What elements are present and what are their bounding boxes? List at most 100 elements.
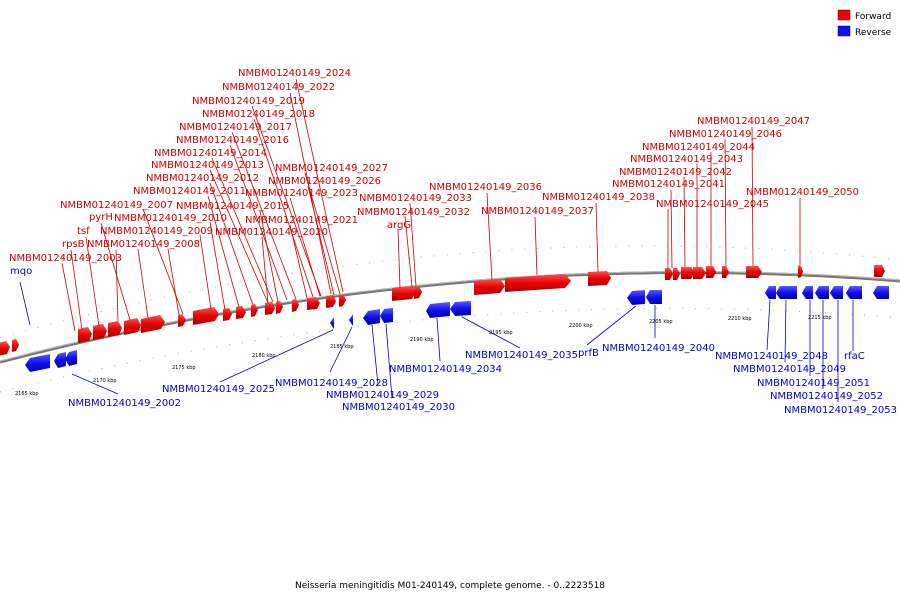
genome-backbone-highlight [0, 271, 900, 362]
tick-label: 2170 kbp [93, 378, 117, 384]
gene-label-nmbm01240149-2030: NMBM01240149_2030 [342, 402, 455, 413]
gene-label-nmbm01240149-2020: NMBM01240149_2020 [215, 227, 328, 238]
reverse-gene [873, 286, 889, 299]
reverse-gene [450, 301, 471, 316]
tick-label: 2190 kbp [410, 337, 434, 343]
gene-label-nmbm01240149-2007: NMBM01240149_2007 [60, 200, 173, 211]
gene-label-nmbm01240149-2009: NMBM01240149_2009 [100, 226, 213, 237]
gene-label-nmbm01240149-2036: NMBM01240149_2036 [429, 182, 542, 193]
forward-genes [0, 265, 885, 356]
gene-label-nmbm01240149-2038: NMBM01240149_2038 [542, 192, 655, 203]
gene-label-nmbm01240149-2047: NMBM01240149_2047 [697, 116, 810, 127]
gene-label-nmbm01240149-2021: NMBM01240149_2021 [245, 215, 358, 226]
gene-label-nmbm01240149-2008: NMBM01240149_2008 [87, 239, 200, 250]
reverse-gene [765, 286, 776, 299]
gene-label-prfb: prfB [578, 348, 599, 359]
gene-label-nmbm01240149-2043: NMBM01240149_2043 [630, 154, 743, 165]
forward-gene [307, 297, 320, 310]
forward-labels: NMBM01240149_2024 NMBM01240149_2022 NMBM… [9, 68, 859, 264]
gene-label-argg: argG [387, 220, 411, 231]
gene-label-nmbm01240149-2003: NMBM01240149_2003 [9, 253, 122, 264]
reverse-gene [54, 352, 66, 368]
forward-gene [108, 321, 122, 337]
legend-reverse-label: Reverse [855, 28, 892, 38]
map-caption: Neisseria meningitidis M01-240149, compl… [295, 581, 605, 591]
gene-label-nmbm01240149-2011: NMBM01240149_2011 [133, 186, 246, 197]
gene-label-nmbm01240149-2035: NMBM01240149_2035 [465, 350, 578, 361]
forward-gene [223, 308, 232, 321]
legend-reverse-swatch [837, 25, 851, 37]
reverse-labels: mqo NMBM01240149_2002 NMBM01240149_2025 … [10, 266, 897, 416]
forward-gene [12, 339, 19, 352]
reverse-gene [330, 317, 334, 329]
forward-gene [292, 299, 299, 312]
gene-label-nmbm01240149-2025: NMBM01240149_2025 [162, 384, 275, 395]
gene-label-nmbm01240149-2024: NMBM01240149_2024 [238, 68, 351, 79]
gene-label-nmbm01240149-2040: NMBM01240149_2040 [602, 343, 715, 354]
forward-gene [874, 265, 885, 277]
tick-label: 2195 kbp [489, 330, 513, 336]
forward-gene [339, 294, 346, 307]
gene-label-nmbm01240149-2026: NMBM01240149_2026 [268, 176, 381, 187]
gene-label-nmbm01240149-2041: NMBM01240149_2041 [612, 179, 725, 190]
forward-gene [746, 266, 762, 278]
forward-gene [681, 267, 695, 279]
forward-gene [722, 266, 729, 278]
reverse-gene [627, 290, 645, 305]
forward-gene [414, 286, 422, 299]
reverse-leaders [19, 281, 854, 402]
reverse-gene [65, 350, 77, 366]
forward-gene [588, 271, 611, 286]
gene-label-nmbm01240149-2033: NMBM01240149_2033 [359, 193, 472, 204]
reverse-gene [426, 302, 450, 318]
gene-label-nmbm01240149-2045: NMBM01240149_2045 [656, 199, 769, 210]
forward-gene [392, 286, 416, 301]
gene-label-nmbm01240149-2046: NMBM01240149_2046 [669, 129, 782, 140]
gene-label-nmbm01240149-2053: NMBM01240149_2053 [784, 405, 897, 416]
legend-forward-swatch [837, 9, 851, 21]
forward-gene [193, 307, 219, 325]
gene-label-nmbm01240149-2050: NMBM01240149_2050 [746, 187, 859, 198]
reverse-gene [646, 290, 662, 304]
gene-label-nmbm01240149-2049: NMBM01240149_2049 [733, 364, 846, 375]
gene-label-nmbm01240149-2027: NMBM01240149_2027 [275, 163, 388, 174]
gene-label-nmbm01240149-2048: NMBM01240149_2048 [715, 351, 828, 362]
gene-label-nmbm01240149-2023: NMBM01240149_2023 [245, 188, 358, 199]
gene-label-nmbm01240149-2016: NMBM01240149_2016 [176, 135, 289, 146]
gene-label-nmbm01240149-2051: NMBM01240149_2051 [757, 378, 870, 389]
tick-label: 2210 kbp [728, 316, 752, 322]
tick-label: 2205 kbp [649, 319, 673, 325]
forward-gene [474, 279, 505, 295]
forward-gene [693, 267, 706, 279]
legend: Forward Reverse [837, 9, 892, 38]
gene-label-rfac: rfaC [844, 351, 865, 362]
gene-label-nmbm01240149-2018: NMBM01240149_2018 [202, 109, 315, 120]
forward-gene [78, 327, 92, 343]
gene-label-nmbm01240149-2019: NMBM01240149_2019 [192, 96, 305, 107]
tick-label: 2215 kbp [808, 315, 832, 321]
gene-label-nmbm01240149-2022: NMBM01240149_2022 [222, 82, 335, 93]
tick-label: 2180 kbp [252, 353, 276, 359]
gene-label-nmbm01240149-2017: NMBM01240149_2017 [179, 122, 292, 133]
tick-labels: 2165 kbp 2170 kbp 2175 kbp 2180 kbp 2185… [15, 315, 832, 397]
forward-gene [798, 265, 803, 278]
gene-label-nmbm01240149-2029: NMBM01240149_2029 [326, 390, 439, 401]
forward-gene [236, 306, 246, 319]
forward-gene [665, 268, 673, 280]
reverse-genes [25, 286, 889, 372]
gene-label-nmbm01240149-2034: NMBM01240149_2034 [389, 364, 502, 375]
forward-gene [706, 266, 716, 278]
forward-leaders [61, 78, 801, 332]
gene-label-tsf: tsf [77, 226, 90, 237]
reverse-gene [363, 309, 380, 325]
gene-label-nmbm01240149-2037: NMBM01240149_2037 [481, 206, 594, 217]
gene-label-nmbm01240149-2014: NMBM01240149_2014 [154, 148, 267, 159]
gene-label-nmbm01240149-2042: NMBM01240149_2042 [619, 167, 732, 178]
gene-label-mqo: mqo [10, 266, 32, 277]
gene-label-nmbm01240149-2002: NMBM01240149_2002 [68, 398, 181, 409]
reverse-gene [830, 286, 843, 299]
forward-gene [93, 324, 107, 340]
forward-gene [124, 318, 141, 335]
tick-label: 2175 kbp [172, 365, 196, 371]
